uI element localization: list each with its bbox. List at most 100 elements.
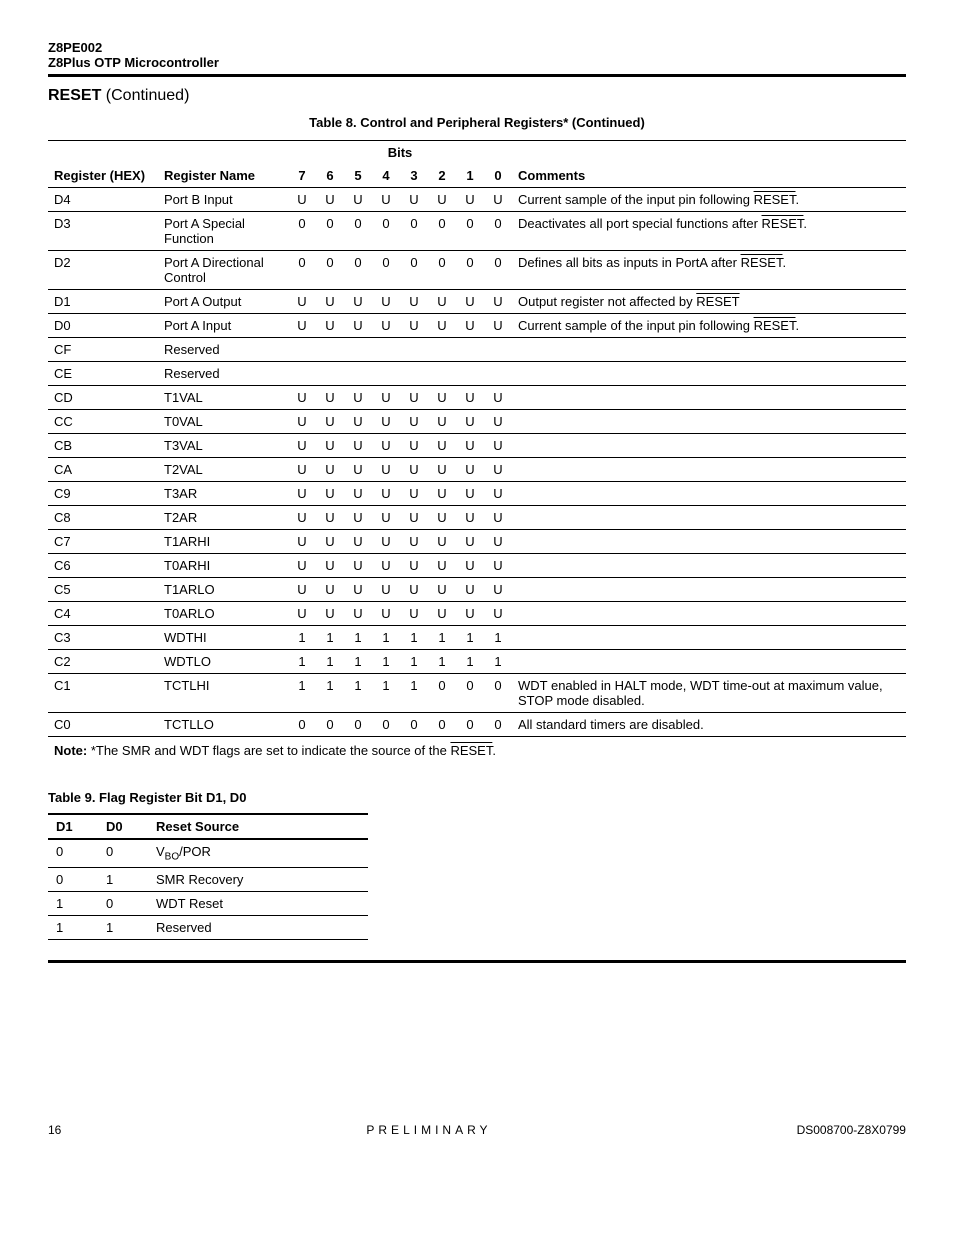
table-row: C8T2ARUUUUUUUU [48, 506, 906, 530]
cell-bit: U [316, 482, 344, 506]
cell-name: Port A Special Function [158, 212, 288, 251]
table-row: C1TCTLHI11111000WDT enabled in HALT mode… [48, 674, 906, 713]
cell-comment [512, 578, 906, 602]
table-row: C7T1ARHIUUUUUUUU [48, 530, 906, 554]
cell-bit: 0 [484, 674, 512, 713]
cell-bit: U [344, 554, 372, 578]
cell-bit: U [484, 434, 512, 458]
cell-hex: D4 [48, 188, 158, 212]
cell-d0: 1 [98, 915, 148, 939]
cell-bit: U [316, 458, 344, 482]
cell-hex: C5 [48, 578, 158, 602]
cell-bit: U [456, 482, 484, 506]
header-rule [48, 74, 906, 77]
cell-bit [428, 338, 456, 362]
cell-bit [344, 362, 372, 386]
cell-name: Port A Directional Control [158, 251, 288, 290]
cell-bit: 1 [372, 626, 400, 650]
cell-comment [512, 626, 906, 650]
cell-bit: 1 [344, 626, 372, 650]
table-row: D4Port B InputUUUUUUUUCurrent sample of … [48, 188, 906, 212]
table-row: CEReserved [48, 362, 906, 386]
table-row: C3WDTHI11111111 [48, 626, 906, 650]
cell-bit: U [316, 506, 344, 530]
cell-bit: U [400, 434, 428, 458]
cell-bit: U [344, 578, 372, 602]
cell-bit: 1 [344, 674, 372, 713]
th-d0: D0 [98, 814, 148, 839]
th-b5: 5 [344, 164, 372, 188]
cell-hex: CA [48, 458, 158, 482]
cell-bit: 0 [484, 212, 512, 251]
cell-bit: 1 [484, 626, 512, 650]
cell-bit: 1 [428, 626, 456, 650]
cell-bit: U [316, 530, 344, 554]
cell-source: VBO/POR [148, 839, 368, 867]
table-row: C9T3ARUUUUUUUU [48, 482, 906, 506]
table-row: C5T1ARLOUUUUUUUU [48, 578, 906, 602]
table-row: CCT0VALUUUUUUUU [48, 410, 906, 434]
cell-bit: 0 [344, 212, 372, 251]
table-row: CBT3VALUUUUUUUU [48, 434, 906, 458]
cell-bit: 1 [288, 626, 316, 650]
cell-bit: U [372, 290, 400, 314]
cell-bit: U [288, 290, 316, 314]
cell-bit: U [428, 188, 456, 212]
product-code: Z8PE002 [48, 40, 906, 55]
cell-bit: U [316, 386, 344, 410]
cell-bit: 0 [316, 251, 344, 290]
table-row: D1Port A OutputUUUUUUUUOutput register n… [48, 290, 906, 314]
cell-bit: U [484, 578, 512, 602]
cell-bit [344, 338, 372, 362]
cell-bit: U [456, 434, 484, 458]
th-register-name: Register Name [158, 164, 288, 188]
cell-bit: U [316, 602, 344, 626]
cell-hex: C9 [48, 482, 158, 506]
cell-hex: CF [48, 338, 158, 362]
cell-d0: 1 [98, 867, 148, 891]
cell-bit [456, 362, 484, 386]
cell-bit: U [344, 188, 372, 212]
cell-bit: U [456, 530, 484, 554]
cell-name: T3AR [158, 482, 288, 506]
cell-bit: 0 [288, 212, 316, 251]
cell-bit: 0 [288, 251, 316, 290]
cell-bit: U [316, 434, 344, 458]
cell-bit [456, 338, 484, 362]
cell-d0: 0 [98, 839, 148, 867]
cell-bit: 0 [400, 212, 428, 251]
cell-bit: U [288, 602, 316, 626]
cell-bit: U [484, 290, 512, 314]
cell-bit: 1 [316, 674, 344, 713]
table9: D1 D0 Reset Source 00VBO/POR01SMR Recove… [48, 813, 368, 940]
cell-bit: U [428, 554, 456, 578]
cell-bit: 1 [400, 674, 428, 713]
footer-center: PRELIMINARY [366, 1123, 491, 1137]
cell-bit: 0 [456, 212, 484, 251]
cell-bit: 1 [400, 626, 428, 650]
cell-bit: U [372, 482, 400, 506]
cell-source: Reserved [148, 915, 368, 939]
cell-bit: U [456, 578, 484, 602]
cell-hex: CC [48, 410, 158, 434]
cell-comment: Output register not affected by RESET [512, 290, 906, 314]
note-post: . [492, 743, 496, 758]
cell-bit: U [456, 506, 484, 530]
cell-bit: U [344, 506, 372, 530]
cell-bit: 1 [372, 650, 400, 674]
cell-name: Reserved [158, 338, 288, 362]
cell-bit: U [428, 578, 456, 602]
cell-bit: U [484, 482, 512, 506]
cell-bit: U [288, 410, 316, 434]
cell-hex: D3 [48, 212, 158, 251]
cell-bit: 1 [316, 626, 344, 650]
cell-bit [400, 362, 428, 386]
cell-bit: U [372, 458, 400, 482]
cell-hex: D1 [48, 290, 158, 314]
cell-bit: U [288, 482, 316, 506]
table-row: C0TCTLLO00000000All standard timers are … [48, 713, 906, 737]
cell-comment [512, 482, 906, 506]
cell-bit: U [484, 458, 512, 482]
th-b6: 6 [316, 164, 344, 188]
cell-name: Port A Output [158, 290, 288, 314]
